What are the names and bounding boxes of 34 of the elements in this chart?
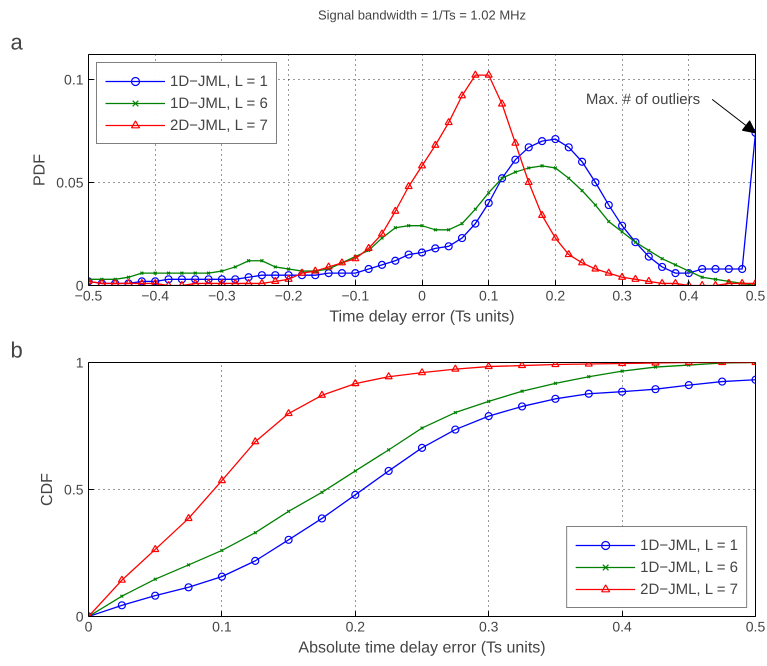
y-tick-label: 0.1 [64, 71, 84, 88]
y-tick-label: 0 [76, 608, 84, 624]
x-tick-label: −0.4 [141, 288, 170, 304]
x-tick-label: −0.3 [208, 288, 236, 304]
x-tick-label: −0.1 [341, 288, 370, 304]
x-tick-label: 0.2 [546, 288, 566, 304]
legend-label: 2D−JML, L = 7 [640, 580, 738, 598]
x-tick-label: 0.1 [478, 288, 499, 304]
x-tick-label: 0 [418, 288, 426, 304]
y-axis-title: CDF [39, 472, 56, 506]
x-tick-label: 0.3 [612, 288, 632, 304]
x-tick-label: 0.4 [612, 618, 632, 634]
y-axis-title: PDF [31, 154, 48, 186]
legend-label: 1D−JML, L = 6 [640, 558, 738, 576]
legend-label: 1D−JML, L = 1 [640, 536, 738, 554]
y-tick-label: 0.5 [64, 482, 84, 498]
x-tick-label: 0.4 [679, 288, 699, 304]
x-tick-label: 0.1 [212, 618, 232, 634]
annotation: Max. # of outliers [586, 90, 700, 108]
x-axis-title: Time delay error (Ts units) [329, 308, 515, 326]
legend-label: 2D−JML, L = 7 [170, 116, 268, 134]
x-tick-label: 0.2 [346, 618, 366, 634]
x-tick-label: 0.5 [746, 288, 766, 304]
y-tick-label: 1 [76, 354, 84, 370]
x-axis-title: Absolute time delay error (Ts units) [298, 640, 546, 656]
y-tick-label: 0.05 [56, 174, 84, 190]
legend-label: 1D−JML, L = 1 [170, 72, 268, 90]
legend-label: 1D−JML, L = 6 [170, 94, 268, 112]
text: a [10, 30, 24, 54]
x-tick-label: 0.3 [478, 618, 499, 634]
text: b [10, 338, 23, 362]
chart-title: Signal bandwidth = 1/Ts = 1.02 MHz [318, 8, 526, 22]
x-tick-label: −0.2 [274, 288, 303, 304]
x-tick-label: 0.5 [746, 618, 766, 634]
